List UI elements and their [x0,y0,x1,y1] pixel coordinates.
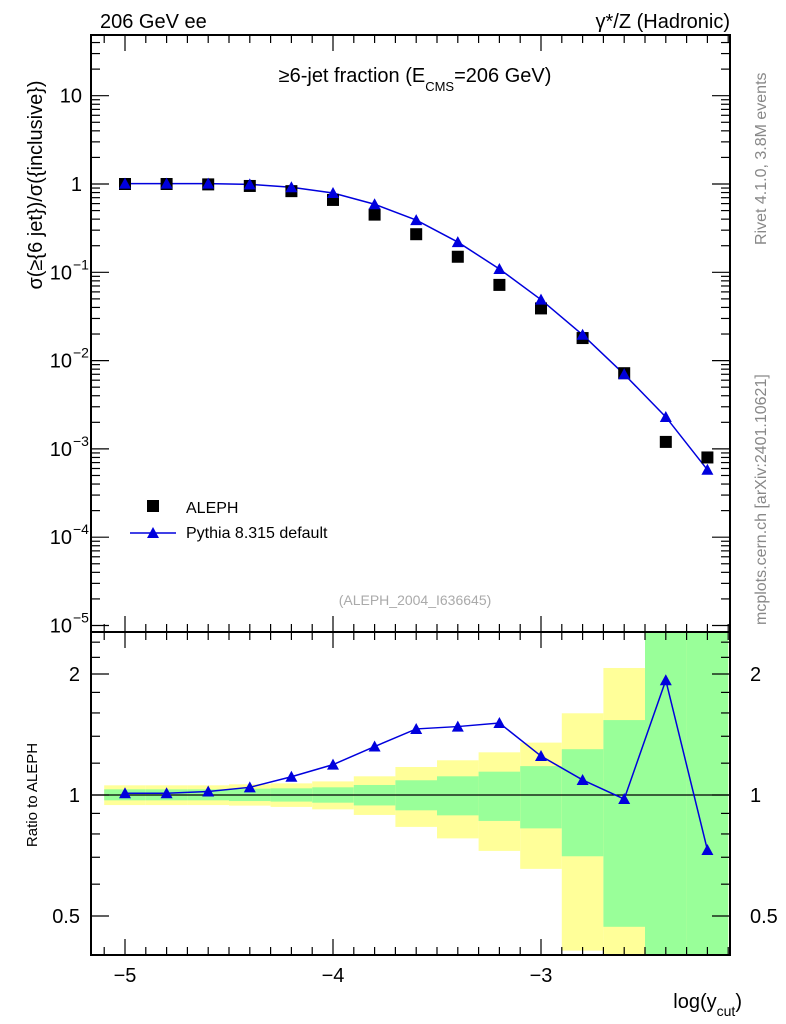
pythia-point [327,187,339,199]
ratio-point [535,750,547,762]
pythia-point [701,463,714,475]
ratio-bands [91,633,730,954]
ratio-y-tick-label: 0.5 [52,906,80,928]
y-tick-label: 10 [60,86,82,108]
plot-title: ≥6-jet fraction (ECMS=206 GeV) [279,65,552,94]
pythia-point [451,236,464,248]
ratio-band-stat [645,633,687,954]
ratio-band-stat [478,771,521,821]
pythia-point [202,177,215,189]
data-marks [119,177,714,855]
legend-label-pythia: Pythia 8.315 default [186,525,328,542]
y-tick-label: 10 [50,616,72,638]
ratio-y-tick-label-right: 1 [750,785,761,807]
ratio-band-stat [603,720,645,927]
pythia-point [493,262,506,274]
legend: ALEPH Pythia 8.315 default [130,500,328,542]
x-tick-label: −5 [114,965,137,987]
header-left: 206 GeV ee [100,11,207,33]
ratio-y-tick-label: 2 [69,664,80,686]
ratio-point [243,781,256,793]
pythia-point [618,368,631,380]
ratio-point [202,785,215,797]
rivet-version-text: Rivet 4.1.0, 3.8M events [753,72,770,245]
aleph-point [368,208,381,221]
y-tick-exponent: −3 [73,433,89,449]
pythia-point [119,177,131,189]
pythia-line [125,182,708,471]
pythia-point [535,293,547,305]
aleph-point [701,451,714,464]
legend-marker-pythia [147,527,159,538]
pythia-point [243,178,256,190]
aleph-point [451,250,464,263]
mcplots-credit-text: mcplots.cern.ch [arXiv:2401.10621] [753,374,770,625]
ratio-band-stat [520,766,562,829]
pythia-point [659,410,672,422]
aleph-point [493,278,506,291]
ratio-band-stat [561,749,604,857]
ratio-band-stat [437,776,479,816]
x-axis-label: log(ycut) [673,991,742,1019]
pythia-point [410,214,423,226]
ratio-point [701,843,714,855]
ratio-point [659,674,672,686]
header-right: γ*/Z (Hadronic) [596,11,730,33]
pythia-point [576,328,589,340]
ratio-y-axis-label: Ratio to ALEPH [24,743,41,847]
ratio-point [119,787,131,799]
y-tick-exponent: −1 [73,256,89,272]
pythia-point [160,177,173,189]
ratio-point [618,793,631,805]
ratio-point [576,773,589,785]
y-tick-exponent: −5 [73,610,89,626]
legend-label-aleph: ALEPH [186,500,238,517]
aleph-point [659,435,672,448]
legend-marker-aleph [147,500,159,512]
analysis-id: (ALEPH_2004_I636645) [339,592,492,608]
pythia-point [285,181,298,193]
y-axis-label: σ(≥{6 jet})/σ({inclusive}) [25,80,47,289]
ratio-y-tick-label-right: 2 [750,664,761,686]
y-tick-label: 1 [71,174,82,196]
ratio-point [451,720,464,732]
aleph-point [535,302,547,315]
x-tick-label: −4 [322,965,345,987]
y-tick-label: 10 [50,527,72,549]
ratio-y-tick-label-right: 0.5 [750,906,778,928]
ratio-point [327,758,339,770]
ratio-point [368,740,381,752]
ratio-frame [90,631,731,956]
y-tick-label: 10 [50,351,72,373]
y-tick-exponent: −2 [73,345,89,361]
y-tick-exponent: −4 [73,521,89,537]
ratio-point [410,722,423,734]
aleph-point [410,228,423,241]
y-tick-label: 10 [50,262,72,284]
x-tick-label: −3 [530,965,553,987]
y-tick-label: 10 [50,439,72,461]
ratio-y-tick-label: 1 [69,785,80,807]
ratio-point [285,770,298,782]
ratio-point [493,717,506,729]
pythia-point [368,198,381,210]
main-frame [90,34,731,633]
ratio-point [160,787,173,799]
